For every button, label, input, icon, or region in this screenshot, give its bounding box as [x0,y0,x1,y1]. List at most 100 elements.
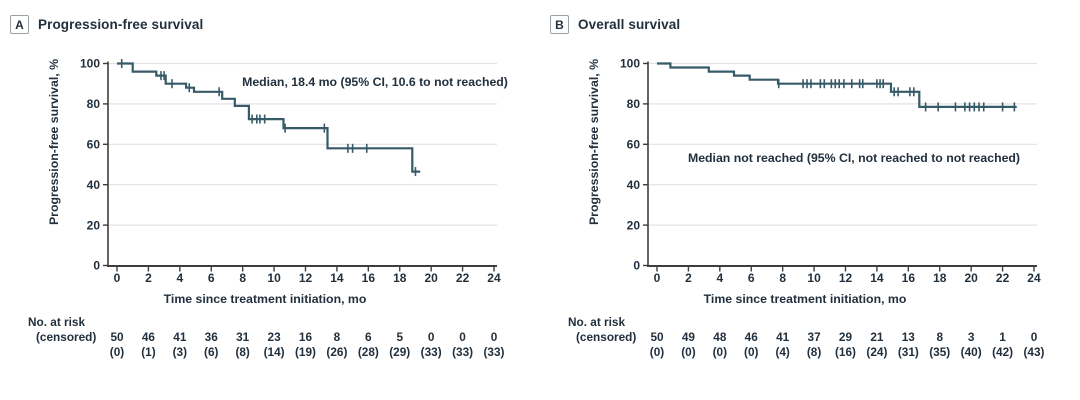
at-risk-count: 0 [491,330,498,344]
censored-count: (43) [1023,345,1044,359]
censored-count: (0) [713,345,727,359]
censored-count: (8) [807,345,821,359]
y-tick-label: 100 [620,57,640,71]
risk-table-header: No. at risk [28,315,85,329]
censored-count: (1) [141,345,155,359]
at-risk-count: 31 [236,330,250,344]
y-tick-label: 40 [87,178,101,192]
at-risk-count: 49 [682,330,696,344]
x-tick-label: 22 [996,271,1010,285]
censored-count: (0) [681,345,695,359]
risk-table-header: No. at risk [568,315,625,329]
x-tick-label: 14 [330,271,344,285]
censored-count: (26) [326,345,347,359]
km-survival-curve [657,62,1017,108]
y-tick-label: 20 [87,218,101,232]
at-risk-count: 46 [142,330,156,344]
x-tick-label: 4 [716,271,723,285]
x-tick-label: 22 [456,271,470,285]
at-risk-count: 0 [459,330,466,344]
censored-count: (33) [452,345,473,359]
x-tick-label: 0 [114,271,121,285]
x-tick-label: 0 [654,271,661,285]
censored-count: (24) [866,345,887,359]
at-risk-count: 37 [808,330,822,344]
at-risk-count: 23 [268,330,282,344]
risk-table-subheader: (censored) [36,330,96,344]
at-risk-count: 46 [745,330,759,344]
y-tick-label: 60 [87,138,101,152]
x-axis-title: Time since treatment initiation, mo [164,292,367,306]
at-risk-count: 29 [839,330,853,344]
censored-count: (0) [110,345,124,359]
panel-a-header: A Progression-free survival [10,15,203,34]
y-tick-label: 100 [80,57,100,71]
censored-count: (4) [775,345,789,359]
at-risk-count: 13 [902,330,916,344]
panel-b-header: B Overall survival [550,15,680,34]
x-tick-label: 16 [362,271,376,285]
x-tick-label: 16 [902,271,916,285]
x-tick-label: 8 [779,271,786,285]
at-risk-count: 0 [428,330,435,344]
y-tick-label: 0 [633,259,640,273]
panel-a-title: Progression-free survival [38,17,204,32]
risk-table-subheader: (censored) [576,330,636,344]
at-risk-count: 3 [968,330,975,344]
at-risk-count: 8 [936,330,943,344]
x-tick-label: 24 [487,271,501,285]
censored-count: (28) [358,345,379,359]
y-tick-label: 0 [93,259,100,273]
censored-count: (19) [295,345,316,359]
y-tick-label: 80 [627,97,641,111]
censored-count: (6) [204,345,218,359]
at-risk-count: 48 [713,330,727,344]
y-axis-title: Progression-free survival, % [587,59,601,225]
x-tick-label: 10 [807,271,821,285]
median-annotation: Median not reached (95% CI, not reached … [688,151,1020,165]
panel-a-label-box: A [10,15,29,34]
x-tick-label: 14 [870,271,884,285]
censored-count: (31) [898,345,919,359]
x-tick-label: 6 [208,271,215,285]
panel-b-title: Overall survival [578,17,681,32]
x-tick-label: 18 [933,271,947,285]
x-tick-label: 24 [1027,271,1041,285]
median-annotation: Median, 18.4 mo (95% CI, 10.6 to not rea… [242,75,508,89]
censored-count: (0) [744,345,758,359]
at-risk-count: 16 [299,330,313,344]
x-tick-label: 18 [393,271,407,285]
x-axis-title: Time since treatment initiation, mo [704,292,907,306]
censored-count: (29) [389,345,410,359]
x-tick-label: 2 [685,271,692,285]
censored-count: (0) [650,345,664,359]
censored-count: (33) [483,345,504,359]
at-risk-count: 1 [999,330,1006,344]
at-risk-count: 50 [110,330,124,344]
at-risk-count: 21 [870,330,884,344]
censored-count: (35) [929,345,950,359]
x-tick-label: 20 [424,271,438,285]
at-risk-count: 36 [205,330,219,344]
panel-overall-survival: B Overall survival 0 20 40 60 80 100 0 2 4 6 8 10 12… [540,0,1080,400]
censored-count: (16) [835,345,856,359]
y-tick-label: 40 [627,178,641,192]
panel-progression-free-survival: A Progression-free survival 0 20 40 60 80 100… [10,15,508,359]
censored-count: (14) [264,345,285,359]
x-tick-label: 10 [267,271,281,285]
y-tick-label: 20 [627,218,641,232]
x-tick-label: 6 [748,271,755,285]
panel-b-label-box: B [550,15,569,34]
x-tick-label: 20 [964,271,978,285]
y-axis-title: Progression-free survival, % [47,59,61,225]
censored-count: (33) [421,345,442,359]
at-risk-count: 8 [334,330,341,344]
at-risk-count: 0 [1031,330,1038,344]
x-tick-label: 12 [839,271,853,285]
x-tick-label: 8 [239,271,246,285]
at-risk-count: 6 [365,330,372,344]
censored-count: (3) [173,345,187,359]
censored-count: (8) [235,345,249,359]
